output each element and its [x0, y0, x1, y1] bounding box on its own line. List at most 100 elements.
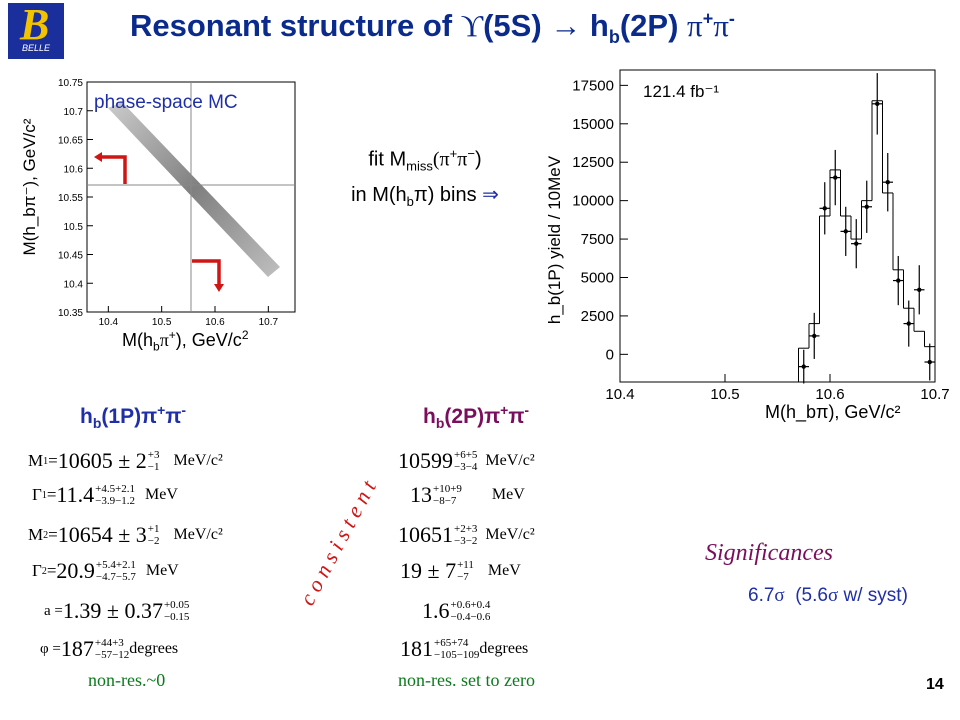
scatter-svg: 10.75 10.7 10.65 10.6 10.55 10.5 10.45 10.4 10.3… [58, 78, 296, 328]
scatter-ytick-label: 10.55 [58, 193, 83, 204]
histogram-frame [619, 69, 936, 383]
hb1p-header: hb(1P)π+π- [80, 402, 186, 431]
title-hb-sub: b [608, 27, 620, 48]
significances-value: 6.7σ (5.6σ w/ syst) [748, 585, 908, 607]
fit-line2-b: π) bins [413, 183, 483, 206]
hb1p-header-sub: b [92, 415, 102, 432]
fit-arrow: ⇒ [482, 183, 499, 206]
hist-ytick-label: 10000 [572, 193, 614, 210]
hb2p-m2-value: 10651 [398, 522, 453, 547]
m2-eq: = [48, 525, 58, 544]
title-plus: + [702, 8, 714, 29]
hb2p-g1-err-up: +10+9 [433, 483, 462, 495]
hist-point [906, 321, 911, 326]
hb2p-header-c: π [508, 405, 525, 428]
hb2p-phi-err-up: +65+74 [434, 637, 469, 649]
m1-errors: +3 −1 [148, 449, 160, 473]
hb2p-m2-err-down: −3−2 [454, 535, 478, 547]
hb2p-g2-value: 19 ± 7 [400, 558, 457, 583]
title-pi1: π [687, 8, 703, 43]
g2-err-up: +5.4+2.1 [95, 559, 136, 571]
hist-point [843, 229, 848, 234]
hb2p-header-plus: + [500, 402, 509, 418]
hb2p-g1-value: 13 [410, 482, 432, 507]
a-lhs: a = [44, 602, 63, 619]
phase-space-band [108, 102, 280, 277]
fit-text-line1: fit Mmiss(π+π−) [330, 140, 520, 181]
hb2p-m2-errors: +2+3 −3−2 [454, 523, 477, 547]
hb2p-mass2: 10651 +2+3 −3−2 MeV/c² [398, 522, 535, 548]
hist-point [864, 204, 869, 209]
hb2p-g2-errors: +11 −7 [457, 559, 474, 583]
scatter-xtick-label: 10.4 [99, 317, 119, 328]
belle-logo: B BELLE [8, 0, 64, 59]
hb1p-header-b: (1P)π [101, 405, 158, 428]
red-arrow-lower [192, 259, 221, 287]
scatter-xtick-label: 10.5 [152, 317, 172, 328]
red-arrow-upper-head [94, 152, 102, 162]
hist-xtick-label: 10.4 [605, 386, 634, 400]
luminosity-annotation: 121.4 fb⁻¹ [643, 82, 720, 101]
hist-ytick-label: 5000 [581, 269, 614, 286]
scatter-xtick-label: 10.7 [259, 317, 279, 328]
hb2p-amplitude: 1.6 +0.6+0.4 −0.4−0.6 [422, 598, 490, 624]
scatter-xlabel-pi: π [159, 330, 169, 350]
m1-err-down: −1 [147, 461, 160, 473]
hb1p-header-c: π [165, 405, 182, 428]
g1-err-up: +4.5+2.1 [95, 483, 136, 495]
g1-err-down: −3.9−1.2 [95, 495, 136, 507]
hb2p-g2-err-down: −7 [457, 571, 469, 583]
scatter-xlabel-sub: b [153, 339, 160, 354]
hist-ytick-label: 2500 [581, 308, 614, 325]
hist-xtick-label: 10.5 [710, 386, 739, 400]
g2-errors: +5.4+2.1 −4.7−5.7 [96, 559, 136, 583]
hb1p-header-minus: - [181, 402, 187, 418]
phase-space-mc-label: phase-space MC [94, 92, 238, 113]
red-arrow-upper [98, 155, 127, 184]
hb2p-g1-errors: +10+9 −8−7 [433, 483, 462, 507]
hb2p-g1-err-down: −8−7 [433, 495, 457, 507]
yield-histogram: 0 2500 5000 7500 10000 12500 15000 17500 10.4 10… [535, 60, 955, 440]
hist-point [875, 101, 880, 107]
sig-val-c: w/ syst) [838, 585, 908, 606]
title-state: (5S) [483, 8, 551, 43]
a-err-down: −0.15 [163, 611, 190, 623]
hist-point [854, 241, 859, 246]
scatter-xtick-label: 10.6 [205, 317, 225, 328]
hb2p-m1-unit: MeV/c² [485, 452, 535, 469]
logo-letter: B [20, 0, 50, 49]
g1-lhs-sub: 1 [41, 489, 47, 501]
m2-err-up: +1 [147, 523, 160, 535]
scatter-ytick-label: 10.5 [64, 222, 84, 233]
title-pi2: π [713, 8, 729, 43]
phi-lhs: φ = [40, 640, 61, 657]
histogram-ylabel: h_b(1P) yield / 10MeV [545, 155, 564, 325]
hist-point [927, 359, 932, 365]
logo-text: BELLE [22, 43, 51, 53]
hb1p-amplitude: a = 1.39 ± 0.37 +0.05 −0.15 [44, 598, 189, 624]
hb2p-a-err-down: −0.4−0.6 [450, 611, 491, 623]
sig-val-a: 6.7 [748, 585, 775, 606]
significances-label: Significances [705, 540, 833, 566]
title-prefix: Resonant structure of [130, 8, 461, 43]
a-value: 1.39 ± 0.37 [62, 598, 163, 623]
g1-eq: = [46, 485, 57, 504]
g2-lhs-sub: 2 [41, 565, 47, 577]
hist-point [833, 175, 838, 180]
title-rest: (2P) [619, 8, 688, 43]
hist-point [801, 364, 806, 369]
hb2p-header-b: (2P)π [444, 405, 501, 428]
page-title: Resonant structure of ϒ(5S) → hb(2P) π+π… [130, 8, 735, 48]
hist-ytick-label: 12500 [572, 154, 614, 171]
hist-point [822, 206, 827, 211]
a-err-up: +0.05 [163, 599, 190, 611]
scatter-ytick-label: 10.65 [58, 136, 83, 147]
sig-sigma1: σ [774, 585, 785, 606]
phi-err-up: +44+3 [94, 637, 124, 649]
m2-errors: +1 −2 [148, 523, 160, 547]
hb2p-g1-unit: MeV [491, 486, 525, 503]
hist-xtick-label: 10.7 [920, 386, 949, 400]
scatter-ytick-label: 10.45 [58, 251, 83, 262]
